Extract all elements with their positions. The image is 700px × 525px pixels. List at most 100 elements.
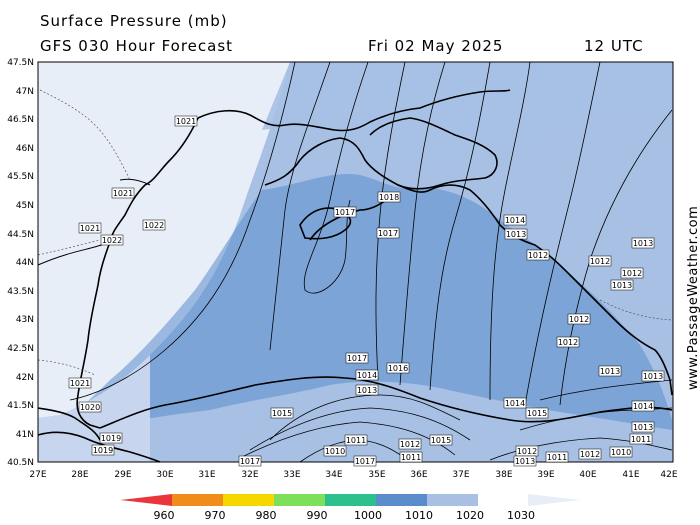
isobar-label: 1012 <box>620 267 644 279</box>
isobar-label: 1012 <box>578 448 602 460</box>
lon-label: 36E <box>410 470 427 480</box>
legend-tick-label: 970 <box>205 509 226 522</box>
lat-label: 45N <box>16 201 34 211</box>
lon-label: 28E <box>71 470 88 480</box>
legend-arrow-high <box>528 494 580 506</box>
svg-text:1013: 1013 <box>515 457 535 466</box>
legend-tick-label: 1000 <box>354 509 382 522</box>
svg-text:1015: 1015 <box>431 436 451 445</box>
isobar-label: 1012 <box>567 313 591 325</box>
svg-text:1014: 1014 <box>505 399 525 408</box>
svg-text:1012: 1012 <box>400 440 420 449</box>
legend-swatch <box>427 494 478 506</box>
svg-text:1017: 1017 <box>378 229 398 238</box>
svg-text:1014: 1014 <box>357 371 377 380</box>
svg-text:1020: 1020 <box>80 403 100 412</box>
svg-text:1010: 1010 <box>611 448 631 457</box>
isobar-label: 1021 <box>68 377 92 389</box>
lon-label: 37E <box>452 470 469 480</box>
isobar-label: 1019 <box>99 432 123 444</box>
svg-text:1012: 1012 <box>580 450 600 459</box>
svg-text:1013: 1013 <box>506 230 526 239</box>
lon-label: 29E <box>114 470 131 480</box>
svg-text:1012: 1012 <box>517 447 537 456</box>
svg-text:1014: 1014 <box>505 216 525 225</box>
svg-text:1013: 1013 <box>612 281 632 290</box>
lat-label: 44N <box>16 258 34 268</box>
svg-text:1011: 1011 <box>346 436 366 445</box>
isobar-label: 1016 <box>386 362 410 374</box>
forecast-date: Fri 02 May 2025 <box>368 37 504 55</box>
lon-label: 30E <box>156 470 173 480</box>
site-credit: www.PassageWeather.com <box>686 206 700 390</box>
isobar-label: 1014 <box>503 214 527 226</box>
lon-label: 33E <box>283 470 300 480</box>
isobar-label: 1013 <box>641 370 665 382</box>
isobar-label: 1017 <box>238 455 262 467</box>
isobar-label: 1011 <box>344 434 368 446</box>
isobar-label: 1010 <box>609 446 633 458</box>
legend-swatch <box>223 494 274 506</box>
isobar-label: 1012 <box>526 249 550 261</box>
lon-label: 32E <box>241 470 258 480</box>
isobar-label: 1013 <box>631 421 655 433</box>
isobar-label: 1021 <box>174 115 198 127</box>
lat-label: 46N <box>16 144 34 154</box>
isobar-label: 1015 <box>429 434 453 446</box>
lat-label: 45.5N <box>7 172 34 182</box>
isobar-label: 1013 <box>355 384 379 396</box>
longitude-axis: 27E 28E 29E 30E 31E 32E 33E 34E 35E 36E … <box>29 470 677 480</box>
legend-swatch <box>376 494 427 506</box>
isobar-label: 1020 <box>78 401 102 413</box>
isobar-label: 1012 <box>515 445 539 457</box>
svg-text:1015: 1015 <box>527 409 547 418</box>
svg-text:1017: 1017 <box>347 354 367 363</box>
lon-label: 42E <box>660 470 677 480</box>
lat-label: 43N <box>16 315 34 325</box>
forecast-label: GFS 030 Hour Forecast <box>40 37 234 55</box>
isobar-label: 1014 <box>631 400 655 412</box>
legend-tick-label: 1010 <box>405 509 433 522</box>
lat-label: 42N <box>16 373 34 383</box>
isobar-label: 1014 <box>355 369 379 381</box>
legend-swatch <box>274 494 325 506</box>
svg-text:1012: 1012 <box>569 315 589 324</box>
isobar-labels: 1021 1021 1021 1022 1022 1017 1018 1017 1014 1013… <box>68 115 665 467</box>
svg-text:1012: 1012 <box>622 269 642 278</box>
isobar-label: 1015 <box>270 407 294 419</box>
isobar-label: 1014 <box>503 397 527 409</box>
map-title: Surface Pressure (mb) <box>40 12 228 30</box>
isobar-label: 1013 <box>513 455 537 467</box>
svg-text:1022: 1022 <box>144 221 164 230</box>
svg-text:1011: 1011 <box>631 435 651 444</box>
lat-label: 41N <box>16 430 34 440</box>
isobar-label: 1021 <box>111 187 135 199</box>
isobar-label: 1010 <box>323 445 347 457</box>
legend-tick-label: 960 <box>154 509 175 522</box>
lon-label: 40E <box>579 470 596 480</box>
isobar-label: 1012 <box>588 255 612 267</box>
svg-text:1013: 1013 <box>643 372 663 381</box>
svg-text:1017: 1017 <box>355 457 375 466</box>
svg-text:1019: 1019 <box>101 434 121 443</box>
pressure-fill-areas <box>38 62 673 462</box>
svg-text:1011: 1011 <box>547 453 567 462</box>
latitude-axis: 47.5N 47N 46.5N 46N 45.5N 45N 44.5N 44N … <box>7 58 34 468</box>
legend-arrow-low <box>120 494 172 506</box>
isobar-label: 1018 <box>377 191 401 203</box>
svg-text:1022: 1022 <box>102 236 122 245</box>
lon-label: 34E <box>325 470 342 480</box>
isobar-label: 1011 <box>545 451 569 463</box>
svg-text:1021: 1021 <box>176 117 196 126</box>
svg-text:1010: 1010 <box>325 447 345 456</box>
lon-label: 41E <box>622 470 639 480</box>
pressure-legend: 960 970 980 990 1000 1010 1020 1030 <box>120 494 580 522</box>
isobar-label: 1017 <box>353 455 377 467</box>
isobar-label: 1019 <box>91 444 115 456</box>
isobar-label: 1011 <box>399 451 423 463</box>
forecast-time: 12 UTC <box>584 37 644 55</box>
lon-label: 31E <box>198 470 215 480</box>
isobar-label: 1013 <box>598 365 622 377</box>
lat-label: 41.5N <box>7 401 34 411</box>
legend-tick-label: 1020 <box>456 509 484 522</box>
